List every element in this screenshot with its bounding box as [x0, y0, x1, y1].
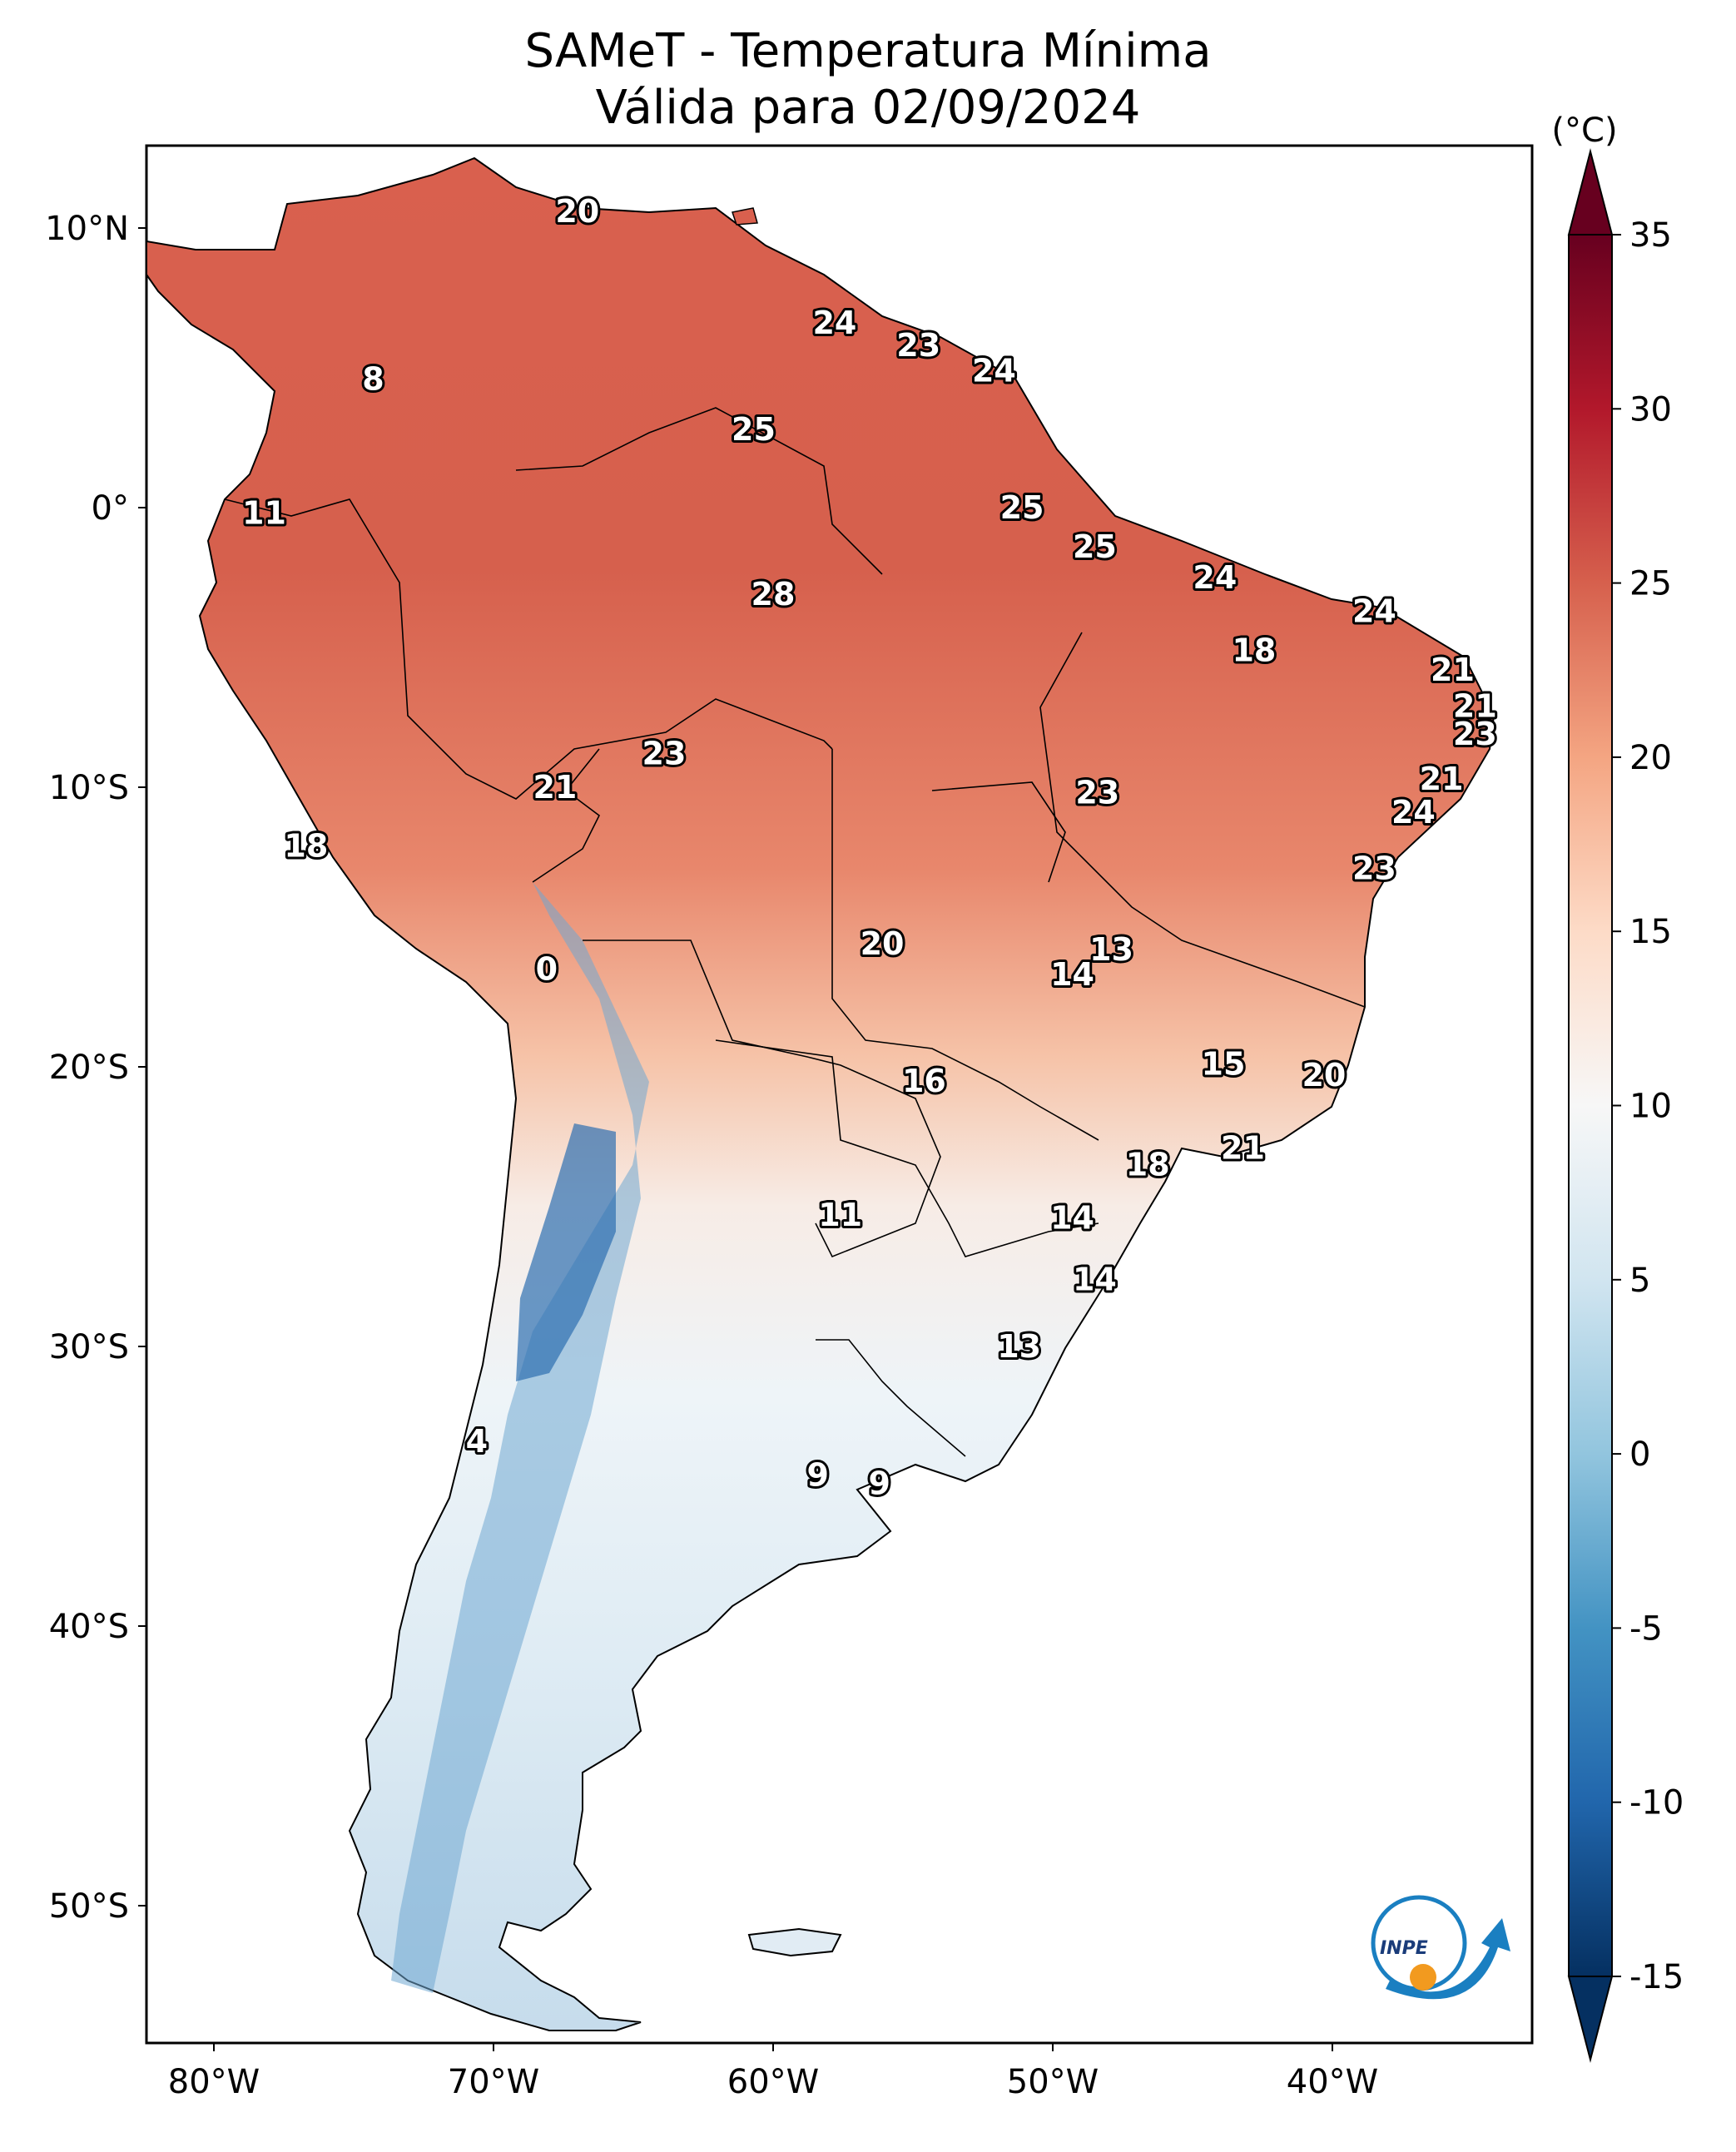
map-subtitle: Válida para 02/09/2024 — [595, 81, 1141, 135]
station-value: 0 — [536, 950, 558, 987]
station-value: 21 — [1420, 761, 1464, 797]
andes-core — [516, 1123, 616, 1381]
station-value: 23 — [642, 736, 687, 772]
lat-label: 10°N — [45, 210, 129, 248]
longitude-axis: 80°W 70°W 60°W 50°W 40°W — [168, 2043, 1378, 2101]
station-value: 11 — [818, 1197, 862, 1233]
lat-label: 30°S — [49, 1328, 129, 1366]
colorbar: (°C) 35 30 25 20 15 10 5 0 -5 -10 -15 — [1551, 112, 1684, 2063]
colorbar-body — [1569, 235, 1612, 1976]
caribbean-islands — [732, 207, 758, 226]
station-value: 15 — [1202, 1046, 1246, 1083]
lon-label: 70°W — [448, 2063, 539, 2101]
colorbar-tick-label: 30 — [1629, 390, 1672, 429]
station-value: 25 — [1073, 528, 1117, 565]
lat-label: 40°S — [49, 1608, 129, 1646]
station-value: 24 — [1193, 559, 1237, 596]
station-value: 18 — [284, 828, 328, 865]
colorbar-tick-label: -5 — [1629, 1609, 1663, 1648]
station-value: 23 — [1352, 850, 1396, 886]
station-value: 21 — [533, 769, 577, 806]
colorbar-tick-label: -10 — [1629, 1784, 1684, 1822]
country-borders — [224, 407, 1366, 1457]
colorbar-top-extend — [1567, 148, 1614, 236]
colorbar-tick-label: 25 — [1629, 565, 1672, 603]
colorbar-tick-label: 15 — [1629, 913, 1672, 951]
lon-label: 60°W — [727, 2063, 819, 2101]
station-value: 14 — [1073, 1261, 1117, 1297]
station-value: 24 — [1352, 593, 1396, 629]
station-value: 21 — [1221, 1129, 1265, 1166]
colorbar-bottom-extend — [1567, 1976, 1614, 2063]
colorbar-tick-label: 0 — [1629, 1435, 1650, 1474]
inpe-logo-text: INPE — [1380, 1938, 1428, 1959]
station-value: 13 — [997, 1328, 1041, 1365]
station-value: 28 — [751, 576, 796, 612]
station-value: 24 — [1391, 794, 1436, 831]
station-value: 9 — [807, 1457, 829, 1494]
station-value: 20 — [861, 925, 905, 962]
station-value: 23 — [1453, 716, 1497, 752]
station-value: 18 — [1232, 632, 1276, 668]
station-value: 14 — [1050, 1199, 1094, 1236]
station-value: 4 — [466, 1423, 488, 1460]
station-value: 23 — [1075, 775, 1119, 811]
station-value: 24 — [972, 352, 1016, 389]
station-value: 21 — [1453, 688, 1497, 725]
station-value: 11 — [242, 495, 286, 532]
lon-label: 80°W — [168, 2063, 260, 2101]
lat-label: 0° — [92, 489, 129, 528]
falklands — [747, 1927, 842, 1957]
colorbar-tick-label: 20 — [1629, 739, 1672, 777]
colorbar-tick-label: 35 — [1629, 216, 1672, 255]
colorbar-tick-label: 5 — [1629, 1262, 1650, 1300]
station-value: 8 — [362, 360, 384, 397]
station-value: 25 — [1000, 489, 1044, 526]
station-value: 25 — [732, 411, 776, 448]
map-title: SAMeT - Temperatura Mínima — [524, 24, 1212, 78]
lon-label: 40°W — [1287, 2063, 1378, 2101]
inpe-logo: INPE — [1371, 1895, 1510, 2000]
colorbar-tick-label: -15 — [1629, 1958, 1684, 1996]
colorbar-ticks: 35 30 25 20 15 10 5 0 -5 -10 -15 — [1612, 216, 1684, 1996]
station-value: 20 — [555, 193, 599, 230]
station-value: 13 — [1089, 931, 1133, 968]
colorbar-unit: (°C) — [1551, 112, 1617, 150]
station-value: 14 — [1050, 956, 1094, 993]
station-value: 23 — [896, 327, 940, 364]
station-value: 18 — [1126, 1147, 1170, 1183]
lat-label: 50°S — [49, 1887, 129, 1926]
lat-label: 20°S — [49, 1049, 129, 1087]
lon-label: 50°W — [1007, 2063, 1099, 2101]
station-value: 9 — [868, 1465, 890, 1502]
station-value: 20 — [1302, 1057, 1346, 1093]
station-value: 16 — [902, 1063, 946, 1099]
latitude-axis: 10°N 0° 10°S 20°S 30°S 40°S 50°S — [45, 210, 146, 1926]
lat-label: 10°S — [49, 769, 129, 807]
andes-cold-band — [391, 882, 649, 1993]
colorbar-tick-label: 10 — [1629, 1088, 1672, 1126]
station-value: 24 — [812, 305, 856, 341]
station-value: 21 — [1431, 652, 1475, 688]
